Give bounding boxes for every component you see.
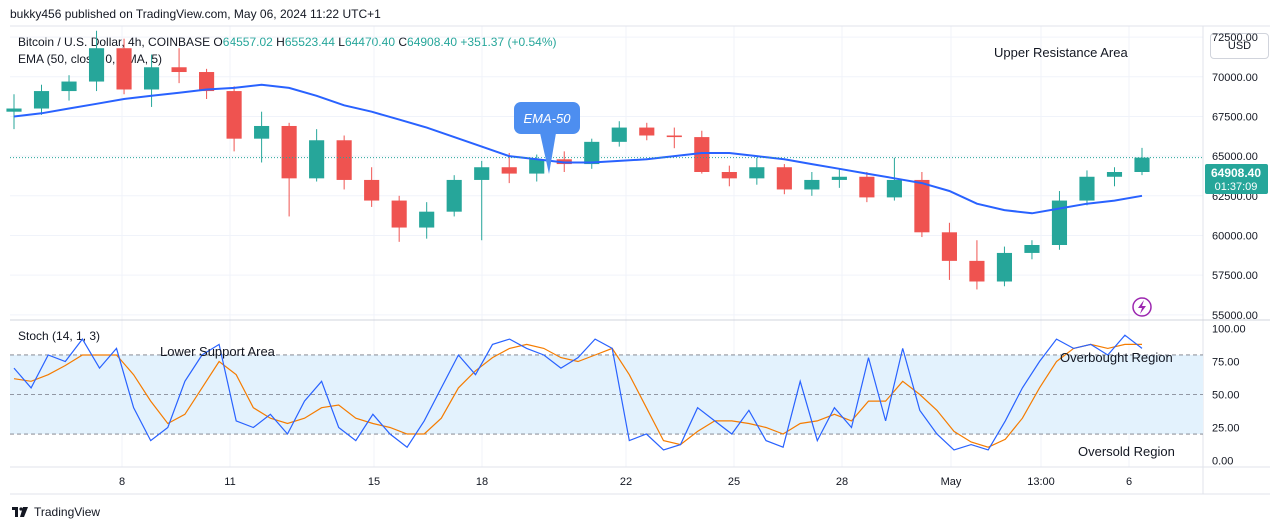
low-value: 64470.40 — [344, 35, 395, 49]
time-tick-label: 25 — [728, 476, 740, 488]
symbol-name[interactable]: Bitcoin / U.S. Dollar, 4h, COINBASE — [18, 35, 211, 49]
candle — [336, 135, 352, 190]
candle — [666, 127, 682, 149]
candle — [61, 75, 77, 101]
ema-callout-pointer — [540, 133, 556, 174]
symbol-legend: Bitcoin / U.S. Dollar, 4h, COINBASE O645… — [18, 35, 557, 49]
time-tick-label: 15 — [368, 476, 380, 488]
price-tick-label: 72500.00 — [1212, 32, 1258, 44]
ema-callout: EMA-50 — [514, 102, 580, 174]
candle — [226, 86, 242, 152]
candle — [1024, 240, 1040, 260]
time-tick-label: 8 — [119, 476, 125, 488]
candle — [859, 172, 875, 203]
time-tick-label: 28 — [836, 476, 848, 488]
candle — [611, 121, 627, 147]
candle — [1079, 170, 1095, 206]
footer-brand-text: TradingView — [34, 505, 101, 519]
candle — [584, 138, 600, 169]
time-tick-label: 6 — [1126, 476, 1132, 488]
ema-50-line — [13, 83, 1143, 215]
footer-brand[interactable]: TradingView — [12, 505, 100, 519]
candle — [721, 165, 737, 187]
oversold-label: Oversold Region — [1078, 444, 1175, 459]
price-tag: 64908.40 01:37:09 — [1205, 164, 1268, 194]
overbought-label: Overbought Region — [1060, 350, 1173, 365]
stoch-legend[interactable]: Stoch (14, 1, 3) — [18, 329, 101, 343]
time-tick-label: May — [941, 476, 962, 488]
price-tag-countdown: 01:37:09 — [1215, 181, 1258, 193]
time-tick-label: 11 — [224, 476, 235, 488]
candle — [171, 48, 187, 84]
high-value: 65523.44 — [284, 35, 335, 49]
candle — [804, 172, 820, 196]
pane-borders — [10, 25, 1270, 495]
close-label: C — [398, 35, 408, 49]
candle — [749, 157, 765, 185]
candle — [831, 168, 847, 188]
candle — [33, 84, 50, 115]
high-label: H — [276, 35, 285, 49]
candle — [639, 122, 655, 141]
candle — [143, 54, 160, 107]
low-label: L — [338, 35, 345, 49]
candle — [501, 152, 517, 184]
candle — [88, 30, 105, 92]
price-axis[interactable]: 72500.0070000.0067500.0065000.0062500.00… — [1212, 32, 1258, 322]
candle — [391, 195, 407, 242]
candle — [1051, 191, 1068, 250]
stoch-d-line — [13, 343, 1142, 448]
ema-callout-bubble — [514, 102, 580, 134]
ema-callout-text: EMA-50 — [524, 111, 572, 126]
candle — [1106, 167, 1123, 187]
time-tick-label: 22 — [620, 476, 632, 488]
candle — [116, 38, 132, 95]
stoch-tick-label: 75.00 — [1212, 357, 1240, 369]
price-tick-label: 60000.00 — [1212, 230, 1258, 242]
lower-support-label: Lower Support Area — [160, 344, 276, 359]
price-tick-label: 55000.00 — [1212, 310, 1258, 322]
candle — [254, 111, 270, 163]
open-value: 64557.02 — [222, 35, 273, 49]
candle — [969, 240, 985, 290]
price-tick-label: 67500.00 — [1212, 111, 1258, 123]
stoch-tick-label: 50.00 — [1212, 390, 1240, 402]
upper-resistance-label: Upper Resistance Area — [994, 45, 1128, 60]
stoch-k-line — [13, 334, 1143, 451]
publisher-header: bukky456 published on TradingView.com, M… — [10, 7, 381, 21]
stoch-tick-label: 0.00 — [1212, 455, 1233, 467]
currency-button[interactable]: USD — [1210, 33, 1269, 59]
candle — [199, 68, 215, 99]
price-tick-label: 57500.00 — [1212, 270, 1258, 282]
open-label: O — [213, 35, 223, 49]
candle — [446, 175, 462, 217]
tradingview-logo-icon — [12, 507, 28, 517]
candle — [1134, 147, 1150, 176]
candle — [941, 222, 957, 280]
stoch-tick-label: 100.00 — [1212, 324, 1246, 336]
candle — [309, 129, 325, 182]
candle — [776, 164, 792, 195]
candle-group — [6, 30, 1150, 290]
candle — [996, 246, 1013, 287]
change-value: +351.37 (+0.54%) — [460, 35, 557, 49]
flash-icon[interactable] — [1132, 297, 1152, 317]
close-value: 64908.40 — [407, 35, 458, 49]
time-tick-label: 18 — [476, 476, 488, 488]
price-tag-bg — [1205, 164, 1268, 194]
candle — [474, 160, 490, 241]
price-tick-label: 70000.00 — [1212, 72, 1258, 84]
time-axis[interactable]: 8 11 15 18 22 25 28 May 13:00 6 — [119, 476, 1132, 488]
candle — [281, 122, 297, 217]
price-tag-price: 64908.40 — [1211, 166, 1261, 180]
candle — [419, 202, 435, 239]
candle — [364, 167, 380, 207]
price-tick-label: 65000.00 — [1212, 151, 1258, 163]
candle — [6, 94, 22, 130]
time-tick-label: 13:00 — [1027, 476, 1055, 488]
stoch-band — [10, 354, 1203, 435]
stoch-tick-label: 25.00 — [1212, 422, 1240, 434]
stoch-axis[interactable]: 100.00 75.00 50.00 25.00 0.00 — [1212, 324, 1246, 468]
